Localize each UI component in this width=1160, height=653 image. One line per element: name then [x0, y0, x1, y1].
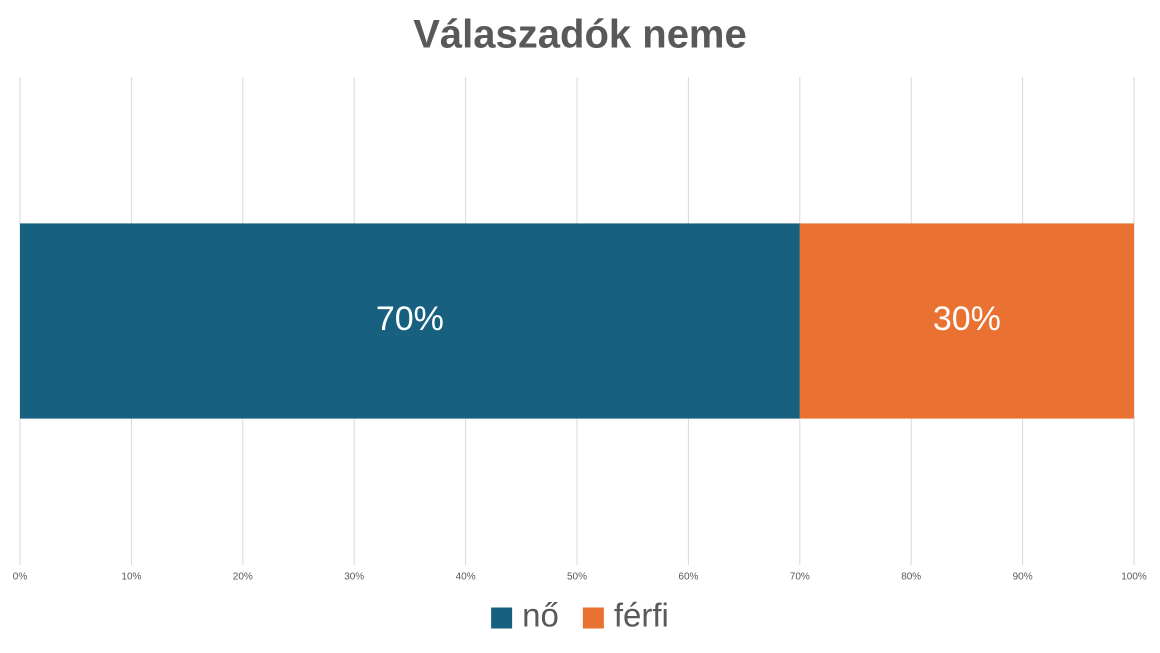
data-label: 30%	[933, 300, 1001, 338]
x-tick-label: 60%	[678, 572, 698, 583]
bar-segment	[20, 223, 800, 419]
x-tick-label: 50%	[567, 572, 587, 583]
x-tick-label: 10%	[121, 572, 141, 583]
x-tick-label: 0%	[13, 572, 28, 583]
x-tick-label: 100%	[1121, 572, 1147, 583]
legend-swatch	[491, 607, 513, 629]
legend-label: férfi	[614, 597, 669, 634]
data-label: 70%	[376, 300, 444, 338]
legend-swatch	[582, 607, 604, 629]
x-tick-label: 80%	[901, 572, 921, 583]
x-tick-label: 70%	[790, 572, 810, 583]
x-tick-label: 90%	[1013, 572, 1033, 583]
x-tick-label: 40%	[456, 572, 476, 583]
x-tick-label: 30%	[344, 572, 364, 583]
bar-segment	[799, 223, 1134, 419]
x-tick-label: 20%	[233, 572, 253, 583]
chart-title: Válaszadók neme	[413, 13, 747, 57]
legend-label: nő	[522, 597, 559, 634]
